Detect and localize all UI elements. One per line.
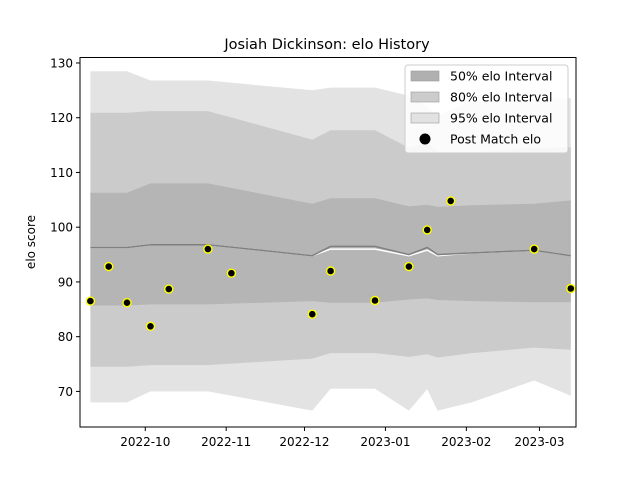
y-tick-label: 100 bbox=[50, 221, 73, 235]
legend: 50% elo Interval 80% elo Interval 95% elo … bbox=[404, 64, 569, 154]
post-match-point bbox=[103, 261, 114, 272]
post-match-point bbox=[122, 298, 132, 308]
x-axis: 2022-10 2022-11 2022-12 2023-01 2023-02 2023-… bbox=[120, 427, 565, 449]
legend-label: Post Match elo bbox=[450, 132, 541, 147]
post-match-point bbox=[164, 284, 174, 294]
y-tick-label: 110 bbox=[50, 166, 73, 180]
band-50-interval bbox=[90, 183, 571, 306]
x-tick-label: 2022-11 bbox=[201, 435, 251, 449]
x-tick-label: 2023-03 bbox=[514, 435, 564, 449]
y-tick-label: 80 bbox=[58, 330, 73, 344]
legend-swatch bbox=[410, 112, 440, 124]
legend-label: 50% elo Interval bbox=[450, 69, 552, 84]
post-match-points bbox=[85, 196, 576, 331]
mean-elo-line bbox=[90, 243, 571, 257]
plot-frame bbox=[79, 57, 577, 428]
x-tick-label: 2022-10 bbox=[120, 435, 170, 449]
post-match-point bbox=[446, 196, 456, 206]
post-match-point bbox=[404, 261, 414, 272]
y-tick-label: 70 bbox=[58, 385, 73, 399]
legend-swatch bbox=[410, 70, 440, 82]
legend-swatch bbox=[410, 91, 440, 103]
x-tick-label: 2022-12 bbox=[279, 435, 329, 449]
y-axis: 70 80 90 100 110 120 130 bbox=[50, 56, 80, 399]
interval-bands bbox=[90, 71, 571, 411]
legend-label: 95% elo Interval bbox=[450, 111, 552, 126]
post-match-point bbox=[566, 283, 576, 294]
y-tick-label: 120 bbox=[50, 111, 73, 125]
post-match-point bbox=[145, 321, 156, 331]
post-match-point bbox=[85, 296, 96, 306]
y-tick-label: 130 bbox=[50, 56, 73, 70]
legend-box bbox=[404, 64, 569, 154]
post-match-point bbox=[370, 295, 380, 306]
post-match-point bbox=[226, 268, 237, 278]
y-axis-label: elo score bbox=[24, 215, 38, 269]
y-tick-label: 90 bbox=[58, 275, 73, 289]
post-match-point bbox=[307, 309, 317, 319]
post-match-point bbox=[203, 244, 213, 254]
x-tick-label: 2023-02 bbox=[441, 435, 491, 449]
legend-label: 80% elo Interval bbox=[450, 90, 552, 105]
mean-lines bbox=[90, 243, 571, 257]
post-match-point bbox=[422, 225, 432, 235]
legend-marker bbox=[419, 133, 431, 145]
x-tick-label: 2023-01 bbox=[360, 435, 410, 449]
post-match-point bbox=[529, 244, 539, 254]
post-match-point bbox=[325, 266, 336, 276]
chart-title: Josiah Dickinson: elo History bbox=[223, 37, 430, 53]
